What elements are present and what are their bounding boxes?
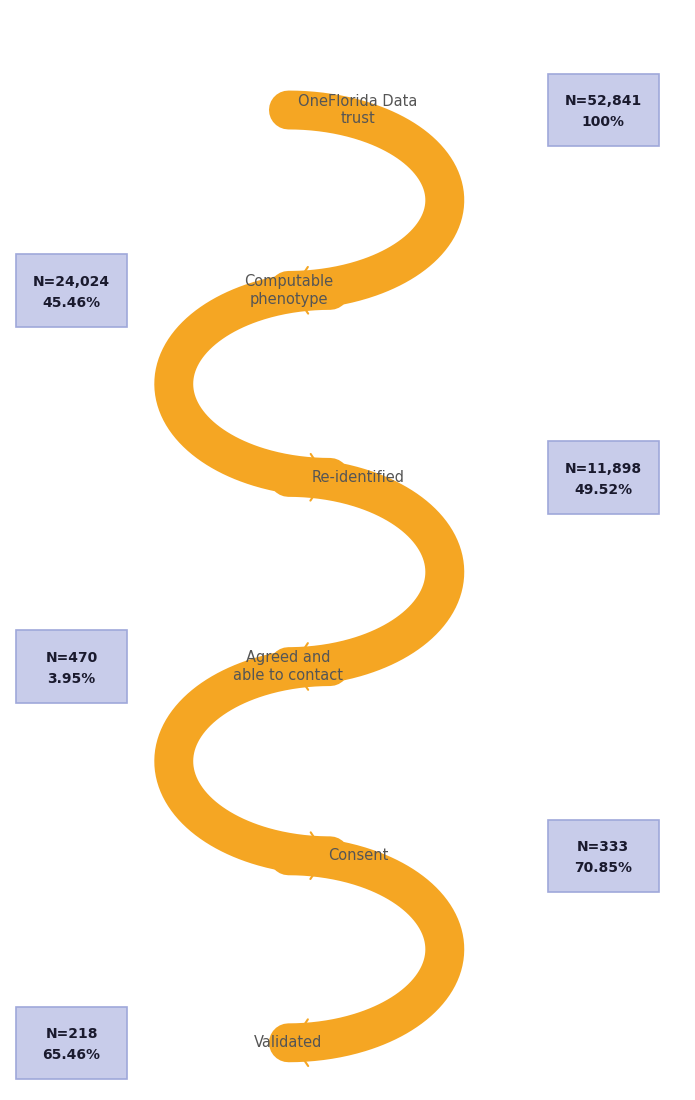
FancyBboxPatch shape <box>548 820 659 892</box>
Text: N=218: N=218 <box>45 1027 98 1041</box>
Text: Validated: Validated <box>254 1035 322 1050</box>
Text: N=470: N=470 <box>45 651 98 664</box>
Text: Agreed and
able to contact: Agreed and able to contact <box>234 650 343 683</box>
Text: N=333: N=333 <box>577 840 630 854</box>
Text: 65.46%: 65.46% <box>42 1048 101 1063</box>
Text: N=52,841: N=52,841 <box>564 95 642 108</box>
FancyBboxPatch shape <box>548 74 659 146</box>
Text: 3.95%: 3.95% <box>47 672 96 686</box>
Text: 100%: 100% <box>582 116 625 130</box>
Text: 49.52%: 49.52% <box>574 483 632 497</box>
FancyBboxPatch shape <box>16 254 126 327</box>
Text: OneFlorida Data
trust: OneFlorida Data trust <box>298 94 418 126</box>
Text: 45.46%: 45.46% <box>42 296 101 310</box>
FancyBboxPatch shape <box>16 1006 126 1079</box>
Text: Consent: Consent <box>328 848 388 864</box>
FancyBboxPatch shape <box>548 441 659 514</box>
Text: N=24,024: N=24,024 <box>33 275 110 288</box>
Text: 70.85%: 70.85% <box>574 861 632 876</box>
Text: Re-identified: Re-identified <box>311 470 404 485</box>
Text: Computable
phenotype: Computable phenotype <box>244 274 333 307</box>
Text: N=11,898: N=11,898 <box>565 462 641 475</box>
FancyBboxPatch shape <box>16 630 126 703</box>
